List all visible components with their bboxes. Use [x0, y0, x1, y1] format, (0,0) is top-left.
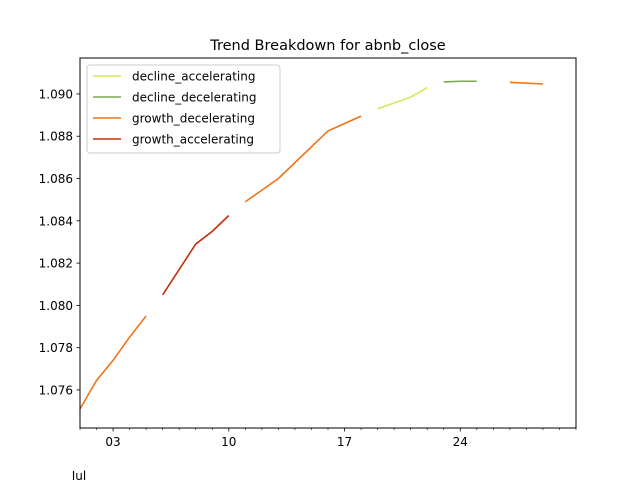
x-tick-label: 03: [105, 435, 120, 449]
legend-label-decline_accelerating: decline_accelerating: [132, 70, 255, 84]
legend-label-growth_decelerating: growth_decelerating: [132, 112, 255, 126]
y-tick-label: 1.084: [39, 214, 73, 228]
x-tick-label: 17: [337, 435, 352, 449]
legend-box: [86, 64, 281, 154]
plot-lines: [79, 80, 543, 410]
chart-title: Trend Breakdown for abnb_close: [209, 38, 446, 54]
y-tick-label: 1.088: [39, 130, 73, 144]
x-tick-label: 24: [453, 435, 468, 449]
series-line-growth_decelerating-segment-1: [79, 315, 147, 410]
series-line-decline_decelerating-segment-1: [443, 80, 477, 83]
plot-frame: [79, 57, 577, 429]
y-axis: 1.076 1.078 1.080 1.082 1.084 1.086 1.088 1.090: [39, 87, 80, 397]
legend: decline_accelerating decline_decelerating…: [86, 64, 281, 154]
x-axis: 03 10 17 24: [79, 428, 577, 449]
series-line-growth_accelerating-segment-1: [161, 214, 230, 296]
y-tick-label: 1.080: [39, 299, 73, 313]
y-tick-label: 1.076: [39, 383, 73, 397]
x-secondary-label: Jul: [71, 469, 86, 480]
legend-label-decline_decelerating: decline_decelerating: [132, 91, 257, 105]
x-tick-label: 10: [221, 435, 236, 449]
series-line-growth_decelerating-segment-2: [244, 115, 362, 203]
series-line-decline_accelerating-segment-1: [377, 86, 428, 110]
y-tick-label: 1.086: [39, 172, 73, 186]
y-tick-label: 1.082: [39, 257, 73, 271]
series-line-growth_decelerating-segment-3: [509, 81, 543, 85]
y-tick-label: 1.078: [39, 341, 73, 355]
legend-label-growth_accelerating: growth_accelerating: [132, 133, 254, 147]
y-tick-label: 1.090: [39, 87, 73, 101]
